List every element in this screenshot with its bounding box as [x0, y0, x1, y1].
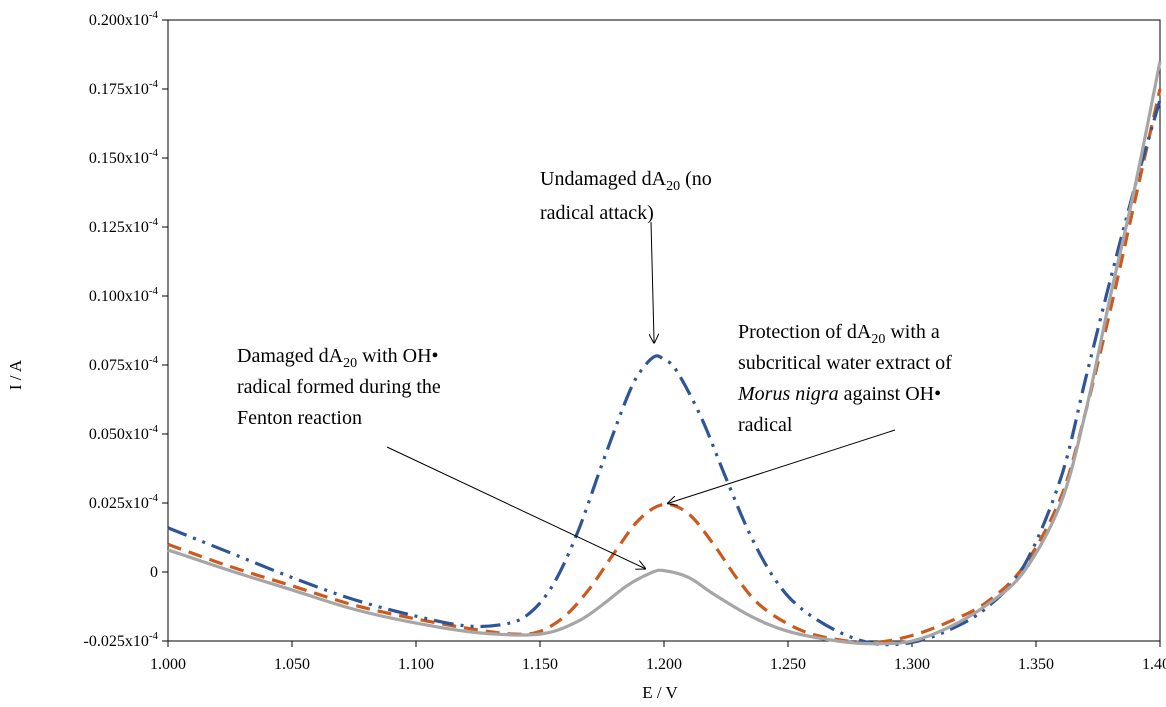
annotation-arrow [651, 221, 654, 343]
x-axis: 1.000 1.050 1.100 1.150 1.200 1.250 1.300 1.350… [150, 641, 1166, 673]
annotation-damaged-note: Damaged dA20 with OH• radical formed duri… [237, 345, 645, 569]
annotation-text-line: Fenton reaction [237, 407, 362, 429]
x-axis-title: E / V [642, 683, 678, 702]
y-tick-label: 0.125x10-4 [89, 216, 159, 236]
annotation-text-line: Damaged dA20 with OH• [237, 345, 439, 371]
y-tick-label: -0.025x10-4 [84, 630, 159, 650]
annotation-text-line: radical [738, 414, 793, 436]
y-tick-label: 0.050x10-4 [89, 423, 159, 443]
x-tick-label: 1.350 [1018, 656, 1054, 673]
x-tick-label: 1.300 [894, 656, 930, 673]
y-tick-label: 0.100x10-4 [89, 285, 159, 305]
x-tick-label: 1.200 [646, 656, 682, 673]
y-axis-title: I / A [6, 359, 25, 390]
y-tick-label: 0.200x10-4 [89, 9, 159, 29]
y-tick-label: 0.075x10-4 [89, 354, 159, 374]
y-tick-label: 0.025x10-4 [89, 492, 159, 512]
x-tick-label: 1.400 [1142, 656, 1166, 673]
y-tick-label: 0.150x10-4 [89, 147, 159, 167]
x-tick-label: 1.100 [398, 656, 434, 673]
annotation-protected-note: Protection of dA20 with a subcritical wat… [668, 321, 952, 503]
plot-border [167, 19, 1161, 642]
annotation-text-line: Undamaged dA20 (no [540, 168, 712, 194]
annotation-text-line: Protection of dA20 with a [738, 321, 940, 347]
annotation-text-line: Morus nigra against OH• [737, 383, 941, 405]
annotation-layer: Undamaged dA20 (no radical attack) Protect… [237, 168, 952, 569]
series-layer [167, 61, 1162, 647]
annotation-text-line: radical attack) [540, 202, 654, 224]
plot-frame [167, 19, 1161, 642]
annotation-arrow [668, 429, 896, 503]
y-axis: -0.025x10-4 0 0.025x10-4 0.050x10-4 0.075x10… [84, 9, 168, 650]
x-tick-label: 1.150 [522, 656, 558, 673]
x-tick-label: 1.250 [770, 656, 806, 673]
y-tick-label: 0.175x10-4 [89, 78, 159, 98]
x-tick-label: 1.000 [150, 656, 186, 673]
series-line-damaged [167, 61, 1162, 646]
series-line-protected [167, 88, 1162, 645]
series-line-undamaged [167, 99, 1162, 647]
annotation-undamaged-note: Undamaged dA20 (no radical attack) [540, 168, 712, 343]
x-tick-label: 1.050 [274, 656, 310, 673]
y-tick-label: 0 [150, 564, 158, 581]
annotation-text-line: radical formed during the [237, 376, 441, 398]
annotation-arrow [386, 446, 645, 569]
annotation-text-line: subcritical water extract of [738, 352, 952, 374]
